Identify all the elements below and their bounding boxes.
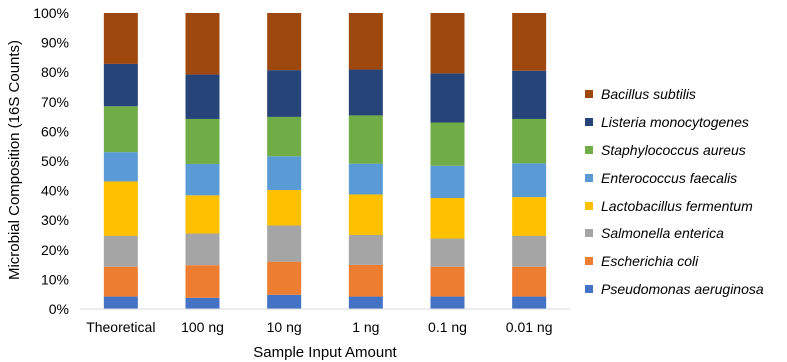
bar-segment xyxy=(348,115,383,164)
bar-segment xyxy=(103,13,138,64)
bar-segment xyxy=(103,63,138,107)
bar-segment xyxy=(512,70,547,119)
x-tick-label: 100 ng xyxy=(181,319,224,335)
y-tick-label: 50% xyxy=(41,153,69,169)
bar-segment xyxy=(103,266,138,297)
bar-segment xyxy=(267,190,302,226)
bar-segment xyxy=(267,70,302,117)
y-tick-label: 100% xyxy=(33,5,69,21)
bar-segment xyxy=(267,225,302,262)
bar-segment xyxy=(348,69,383,116)
bar-segment xyxy=(267,13,302,71)
bar-segment xyxy=(185,163,220,196)
x-tick-label: 1 ng xyxy=(352,319,379,335)
x-tick-label: 10 ng xyxy=(267,319,302,335)
bar-segment xyxy=(103,152,138,182)
legend-item: Bacillus subtilis xyxy=(585,80,764,108)
bar-segment xyxy=(512,163,547,198)
bar-segment xyxy=(512,296,547,309)
legend-swatch xyxy=(585,145,593,154)
y-tick-label: 10% xyxy=(41,271,69,287)
legend-item: Staphylococcus aureus xyxy=(585,136,764,164)
bar-segment xyxy=(512,118,547,164)
bar-segment xyxy=(267,156,302,191)
bar-segment xyxy=(185,195,220,234)
legend-swatch xyxy=(585,201,593,210)
bar-segment xyxy=(267,261,302,295)
bars-layer xyxy=(103,13,547,309)
legend-swatch xyxy=(585,117,593,126)
y-tick-label: 70% xyxy=(41,94,69,110)
bar-segment xyxy=(512,197,547,236)
bar-segment xyxy=(348,163,383,195)
y-axis-title: Microbial Composition (16S Counts) xyxy=(6,40,23,280)
bar-segment xyxy=(185,13,220,75)
legend-item: Listeria monocytogenes xyxy=(585,108,764,136)
legend-swatch xyxy=(585,257,593,266)
y-tick-label: 60% xyxy=(41,123,69,139)
legend-label: Salmonella enterica xyxy=(601,225,724,242)
legend-label: Enterococcus faecalis xyxy=(601,169,738,186)
legend-label: Lactobacillus fermentum xyxy=(601,197,753,214)
bar-segment xyxy=(348,235,383,265)
bar-segment xyxy=(185,233,220,266)
legend-item: Salmonella enterica xyxy=(585,219,764,247)
bar-segment xyxy=(430,165,465,198)
legend-swatch xyxy=(585,285,593,294)
bar-segment xyxy=(512,235,547,267)
bar-segment xyxy=(348,13,383,70)
x-tick-label: 0.01 ng xyxy=(506,319,553,335)
legend-item: Lactobacillus fermentum xyxy=(585,192,764,220)
legend-label: Escherichia coli xyxy=(601,253,699,270)
bar-segment xyxy=(103,181,138,236)
legend-label: Pseudomonas aeruginosa xyxy=(601,281,764,298)
bar-segment xyxy=(430,296,465,309)
legend-swatch xyxy=(585,173,593,182)
bar-segment xyxy=(185,74,220,119)
bar-segment xyxy=(348,264,383,297)
bar-segment xyxy=(103,235,138,267)
bar-segment xyxy=(430,122,465,166)
legend-label: Listeria monocytogenes xyxy=(601,113,749,130)
y-tick-label: 90% xyxy=(41,35,69,51)
bar-segment xyxy=(430,266,465,297)
legend-label: Bacillus subtilis xyxy=(601,85,696,102)
bar-segment xyxy=(185,265,220,298)
legend: Bacillus subtilis Listeria monocytogenes S… xyxy=(585,80,764,303)
legend-swatch xyxy=(585,229,593,238)
bar-segment xyxy=(512,266,547,297)
bar-segment xyxy=(103,296,138,309)
bar-segment xyxy=(267,116,302,157)
y-tick-label: 20% xyxy=(41,242,69,258)
y-tick-label: 30% xyxy=(41,212,69,228)
y-tick-label: 40% xyxy=(41,183,69,199)
x-tick-label: Theoretical xyxy=(86,319,155,335)
y-tick-labels: 0% 10% 20% 30% 40% 50% 60% 70% 80% 90% 100% xyxy=(33,5,69,317)
legend-item: Enterococcus faecalis xyxy=(585,164,764,192)
bar-segment xyxy=(103,106,138,153)
bar-segment xyxy=(430,198,465,239)
x-tick-labels: Theoretical 100 ng 10 ng 1 ng 0.1 ng 0.01 ng xyxy=(86,319,552,335)
bar-segment xyxy=(185,297,220,309)
bar-segment xyxy=(430,73,465,123)
x-tick-label: 0.1 ng xyxy=(428,319,467,335)
bar-segment xyxy=(430,13,465,74)
bar-segment xyxy=(267,294,302,309)
bar-segment xyxy=(512,13,547,71)
bar-segment xyxy=(348,296,383,309)
legend-label: Staphylococcus aureus xyxy=(601,141,746,158)
y-tick-label: 0% xyxy=(49,301,69,317)
bar-segment xyxy=(185,118,220,164)
x-axis-title: Sample Input Amount xyxy=(253,344,397,361)
legend-item: Pseudomonas aeruginosa xyxy=(585,275,764,303)
bar-segment xyxy=(430,238,465,267)
bar-segment xyxy=(348,194,383,235)
legend-item: Escherichia coli xyxy=(585,247,764,275)
legend-swatch xyxy=(585,89,593,98)
y-tick-label: 80% xyxy=(41,64,69,80)
